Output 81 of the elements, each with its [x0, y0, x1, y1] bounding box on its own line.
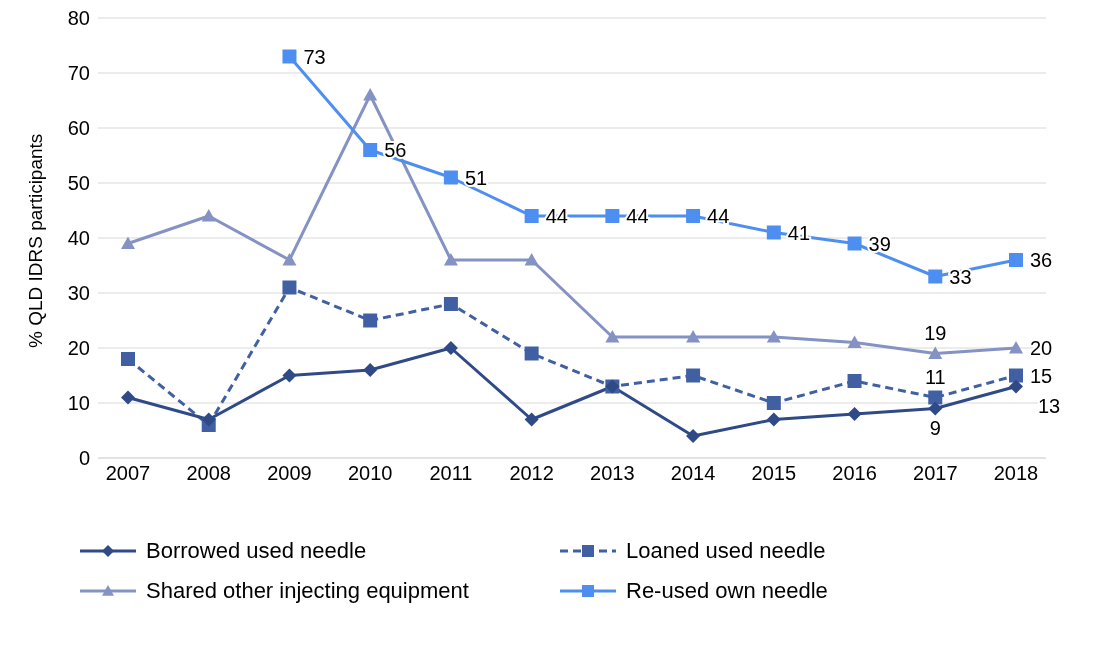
point: [847, 335, 862, 349]
y-tick-label: 60: [67, 117, 90, 140]
data-label: 11: [924, 365, 946, 388]
point: [282, 368, 297, 383]
y-tick-label: 80: [67, 7, 90, 30]
y-tick-label: 20: [67, 337, 90, 360]
point: [605, 209, 620, 223]
data-label: 51: [464, 166, 488, 189]
y-tick-label: 10: [67, 392, 90, 415]
point: [928, 401, 943, 416]
point: [201, 209, 216, 222]
point: [443, 297, 458, 311]
x-tick-label: 2009: [267, 462, 312, 485]
y-tick-label: 0: [78, 447, 90, 470]
data-label: 33: [949, 265, 972, 288]
point: [928, 269, 943, 284]
point: [605, 330, 620, 343]
point: [1009, 379, 1023, 394]
point: [443, 253, 458, 266]
point: [121, 236, 135, 250]
point: [363, 363, 378, 377]
y-axis-title: % QLD IDRS participants: [24, 133, 46, 348]
y-tick-label: 70: [67, 62, 90, 85]
x-tick-label: 2013: [590, 462, 635, 485]
x-tick-label: 2010: [347, 462, 393, 485]
point: [524, 253, 539, 266]
legend-label: Shared other injecting equipment: [146, 578, 469, 604]
point: [1009, 253, 1023, 267]
point: [928, 390, 943, 405]
point: [928, 346, 943, 360]
y-tick-label: 50: [67, 172, 90, 195]
x-tick-label: 2014: [670, 462, 716, 485]
point: [766, 412, 781, 427]
point: [766, 330, 781, 343]
x-tick-label: 2011: [429, 462, 473, 485]
point: [282, 253, 297, 266]
point: [1009, 341, 1023, 354]
x-tick-label: 2008: [186, 462, 231, 485]
point: [686, 429, 701, 443]
y-tick-label: 40: [67, 227, 90, 250]
data-label: 73: [303, 45, 326, 68]
point: [363, 143, 378, 157]
data-label: 13: [1038, 394, 1061, 417]
point: [282, 280, 297, 295]
point: [686, 209, 701, 223]
x-tick-label: 2017: [913, 462, 958, 485]
x-tick-label: 2015: [751, 462, 797, 485]
data-label: 20: [1030, 337, 1053, 359]
data-label: 19: [924, 321, 947, 344]
legend-label: Borrowed used needle: [146, 538, 367, 564]
point: [363, 313, 378, 328]
x-tick-label: 2016: [832, 462, 877, 485]
point: [121, 390, 135, 405]
point: [766, 396, 781, 410]
point: [524, 209, 539, 223]
x-tick-label: 2007: [105, 462, 151, 485]
x-tick-label: 2018: [993, 462, 1039, 485]
point: [686, 330, 701, 343]
point: [524, 346, 539, 361]
point: [847, 374, 862, 388]
point: [121, 352, 135, 366]
point: [443, 170, 458, 185]
point: [847, 236, 862, 251]
point: [201, 412, 216, 427]
point: [766, 225, 781, 240]
point: [363, 88, 378, 101]
data-label: 36: [1030, 249, 1053, 271]
data-label: 56: [384, 139, 407, 161]
point: [443, 341, 458, 355]
point: [847, 407, 862, 421]
x-tick-label: 2012: [509, 462, 554, 485]
point: [1009, 368, 1023, 383]
y-tick-label: 30: [67, 282, 90, 305]
data-label: 15: [1030, 364, 1053, 387]
data-label: 9: [929, 416, 941, 439]
point: [282, 49, 297, 64]
legend-label: Re-used own needle: [626, 578, 828, 604]
point: [524, 412, 539, 427]
point: [686, 368, 701, 383]
legend-label: Loaned used needle: [626, 538, 826, 564]
data-label: 39: [868, 232, 891, 255]
